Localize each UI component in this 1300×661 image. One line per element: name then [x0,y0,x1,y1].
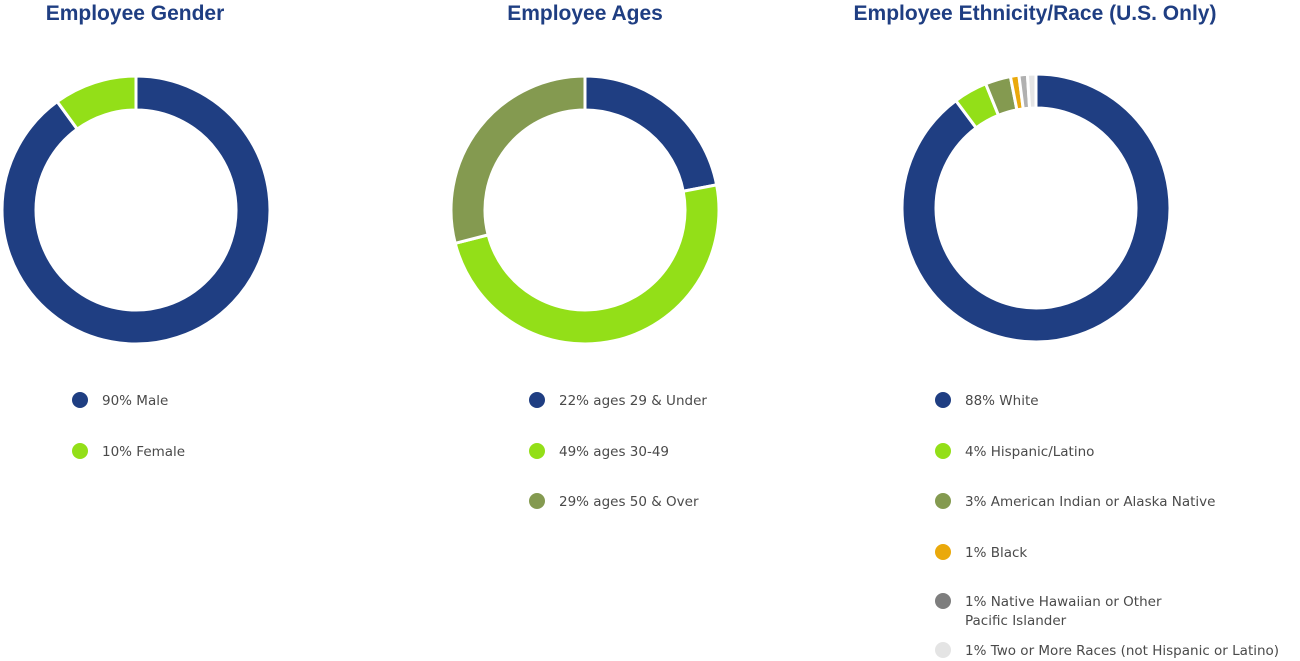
legend-label-ages-50-over: 29% ages 50 & Over [559,494,699,510]
legend-label-female: 10% Female [102,444,186,460]
ethnicity-donut-chart [900,72,1172,344]
gender-donut-chart [0,74,272,346]
legend-swatch-ages-50-over [529,493,545,509]
legend-swatch-ages-30-49 [529,443,545,459]
legend-label-american-indian: 3% American Indian or Alaska Native [965,494,1216,510]
legend-label-male: 90% Male [102,393,169,409]
slice-ages-30-49[interactable] [453,183,721,346]
legend-label-hispanic-latino: 4% Hispanic/Latino [965,444,1095,460]
legend-swatch-black [935,544,951,560]
legend-swatch-male [72,392,88,408]
slice-female[interactable] [55,74,138,131]
slice-ages-29-under[interactable] [583,74,719,193]
ages-donut-chart [449,74,721,346]
legend-label-white: 88% White [965,393,1039,409]
legend-label-ages-30-49: 49% ages 30-49 [559,444,669,460]
gender-chart-title: Employee Gender [45,2,225,25]
legend-swatch-hispanic-latino [935,443,951,459]
slice-ages-50-over[interactable] [449,74,587,245]
legend-label-two-or-more: 1% Two or More Races (not Hispanic or La… [965,643,1280,659]
legend-swatch-white [935,392,951,408]
legend-swatch-native-hawaiian [935,593,951,609]
slice-male[interactable] [0,74,272,346]
slice-white[interactable] [900,72,1172,344]
slice-two-or-more-races-not-hispanic-or-latino[interactable] [1025,72,1038,110]
ethnicity-chart-title: Employee Ethnicity/Race (U.S. Only) [853,2,1217,25]
legend-swatch-two-or-more [935,642,951,658]
ages-chart-title: Employee Ages [507,2,663,25]
legend-swatch-american-indian [935,493,951,509]
legend-label-ages-29-under: 22% ages 29 & Under [559,393,707,409]
legend-swatch-female [72,443,88,459]
legend-swatch-ages-29-under [529,392,545,408]
legend-label-native-hawaiian: 1% Native Hawaiian or Other Pacific Isla… [965,594,1162,629]
legend-label-black: 1% Black [965,545,1028,561]
